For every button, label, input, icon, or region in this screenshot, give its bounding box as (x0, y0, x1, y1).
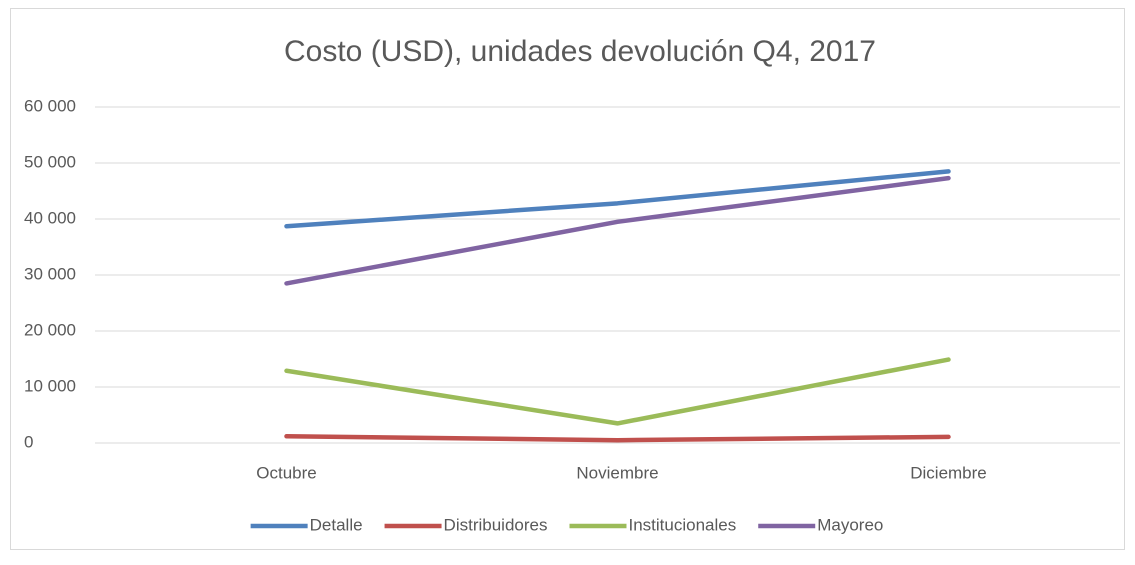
legend: Detalle Distribuidores Institucionales Mayo… (250, 515, 883, 534)
series-line (284, 357, 951, 426)
legend-label: Mayoreo (817, 515, 883, 534)
y-tick-label: 0 (24, 432, 33, 451)
x-tick-label: Noviembre (576, 463, 658, 482)
x-tick-label: Diciembre (910, 463, 987, 482)
series-line (284, 169, 951, 229)
series-line (284, 434, 951, 443)
legend-label: Distribuidores (444, 515, 548, 534)
y-tick-label: 30 000 (24, 264, 76, 283)
legend-label: Detalle (310, 515, 363, 534)
y-tick-label: 20 000 (24, 320, 76, 339)
chart-border (10, 8, 1125, 550)
y-tick-label: 40 000 (24, 208, 76, 227)
series-line (284, 175, 951, 286)
y-tick-label: 50 000 (24, 152, 76, 171)
y-tick-label: 60 000 (24, 96, 76, 115)
chart-title: Costo (USD), unidades devolución Q4, 201… (284, 35, 876, 68)
y-tick-label: 10 000 (24, 376, 76, 395)
legend-label: Institucionales (628, 515, 736, 534)
x-tick-label: Octubre (256, 463, 316, 482)
